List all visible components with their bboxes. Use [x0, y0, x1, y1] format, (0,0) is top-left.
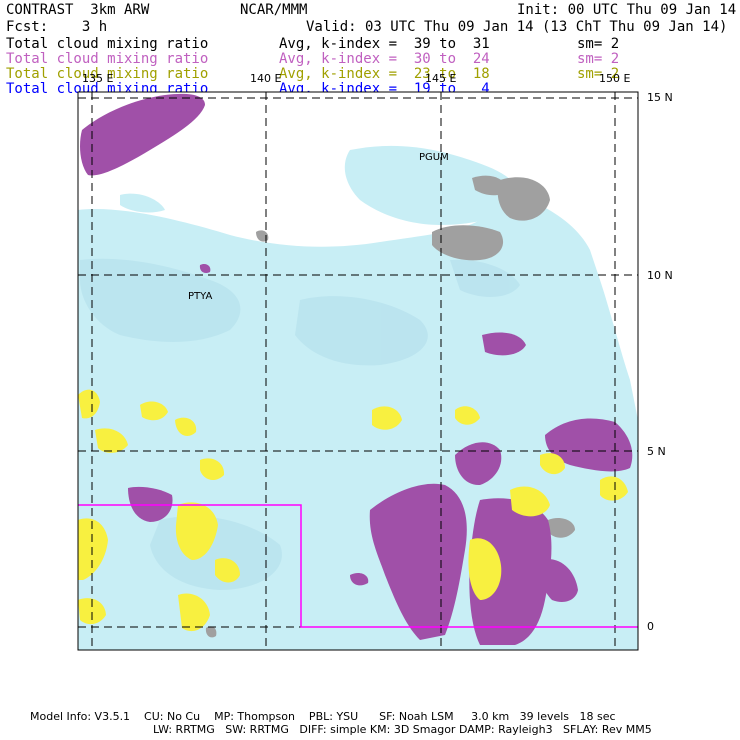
model-info-line-1: Model Info: V3.5.1 CU: No Cu MP: Thompso…: [30, 710, 616, 723]
init-time: Init: 00 UTC Thu 09 Jan 14: [517, 2, 737, 18]
field-3-smoothing: sm= 2: [577, 66, 620, 82]
lat-label-10n: 10 N: [647, 269, 673, 282]
map-border: [77, 91, 639, 651]
magenta-domain-box: [78, 504, 638, 628]
station-pgum: PGUM: [419, 152, 449, 163]
lon-label-145: 145 E: [425, 72, 457, 85]
lat-label-15n: 15 N: [647, 91, 673, 104]
field-1-smoothing: sm= 2: [577, 36, 620, 52]
lon-label-140: 140 E: [250, 72, 282, 85]
model-info-line-2: LW: RRTMG SW: RRTMG DIFF: simple KM: 3D …: [153, 723, 652, 736]
purple-cloud-layer: [80, 93, 633, 645]
lat-label-0: 0: [647, 620, 654, 633]
field-3-name: Total cloud mixing ratio: [6, 66, 209, 82]
field-2-name: Total cloud mixing ratio: [6, 51, 209, 67]
gray-cloud-layer: [205, 175, 575, 638]
field-1-range: Avg, k-index = 39 to 31: [279, 36, 490, 52]
model-title: CONTRAST 3km ARW: [6, 2, 150, 18]
lon-label-135: 135 E: [82, 72, 114, 85]
field-1-name: Total cloud mixing ratio: [6, 36, 209, 52]
forecast-hour: Fcst: 3 h: [6, 19, 108, 35]
lon-label-150: 150 E: [599, 72, 631, 85]
lat-label-5n: 5 N: [647, 445, 666, 458]
field-3-range: Avg, k-index = 23 to 18: [279, 66, 490, 82]
station-ptya: PTYA: [188, 291, 213, 302]
organization-label: NCAR/MMM: [240, 2, 308, 18]
field-2-range: Avg, k-index = 30 to 24: [279, 51, 490, 67]
yellow-cloud-layer: [78, 389, 628, 632]
lat-lon-grid: [78, 92, 638, 650]
valid-time: Valid: 03 UTC Thu 09 Jan 14 (13 ChT Thu …: [306, 19, 728, 35]
field-2-smoothing: sm= 2: [577, 51, 620, 67]
